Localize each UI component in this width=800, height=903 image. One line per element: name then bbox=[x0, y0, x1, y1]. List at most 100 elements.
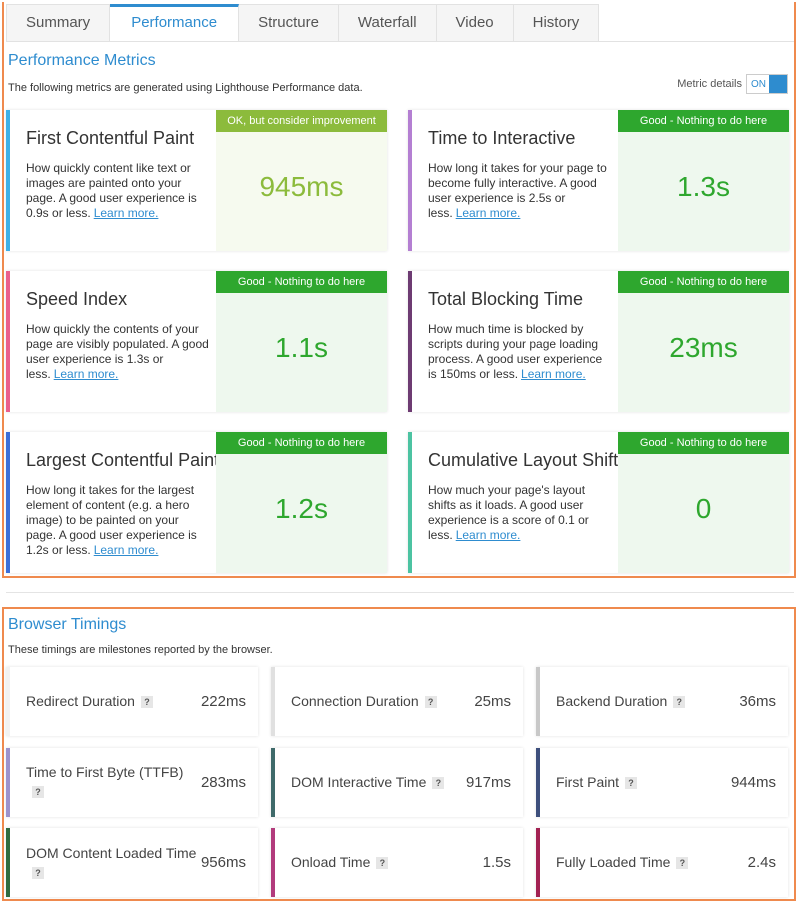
metric-description: How quickly the contents of your page ar… bbox=[26, 322, 210, 382]
help-icon[interactable]: ? bbox=[625, 776, 638, 789]
help-icon[interactable]: ? bbox=[673, 696, 686, 709]
metric-card: Cumulative Layout Shift How much your pag… bbox=[408, 432, 789, 573]
metric-card: Time to Interactive How long it takes for… bbox=[408, 110, 789, 251]
timing-name: First Paint? bbox=[556, 773, 731, 792]
metric-card: Largest Contentful Paint How long it take… bbox=[6, 432, 387, 573]
timing-value: 25ms bbox=[474, 693, 511, 710]
help-icon[interactable]: ? bbox=[140, 696, 153, 709]
tab[interactable]: Video bbox=[436, 4, 514, 42]
help-icon[interactable]: ? bbox=[432, 776, 445, 789]
learn-more-link[interactable]: Learn more. bbox=[53, 367, 119, 381]
switch[interactable]: ON bbox=[746, 74, 788, 94]
switch-knob bbox=[769, 75, 787, 93]
timing-card: Onload Time? 1.5s bbox=[271, 828, 523, 897]
timing-card: Connection Duration? 25ms bbox=[271, 667, 523, 736]
metric-status: Good - Nothing to do here bbox=[618, 110, 789, 132]
timing-label: Backend Duration bbox=[556, 693, 668, 709]
metric-grade: Good - Nothing to do here 1.1s bbox=[216, 271, 387, 412]
tab-line bbox=[6, 41, 794, 42]
metric-info: Cumulative Layout Shift How much your pag… bbox=[412, 432, 618, 573]
description-text: How much your page's layout shifts as it… bbox=[428, 483, 589, 542]
metric-name: Largest Contentful Paint bbox=[26, 450, 220, 470]
timing-name: DOM Interactive Time? bbox=[291, 773, 466, 792]
metric-name: Time to Interactive bbox=[428, 128, 576, 148]
section-title: Browser Timings bbox=[8, 616, 127, 633]
metric-value: 945ms bbox=[259, 170, 344, 202]
metric-name: Cumulative Layout Shift bbox=[428, 450, 619, 470]
timing-value: 36ms bbox=[739, 693, 776, 710]
metric-grade: OK, but consider improvement 945ms bbox=[216, 110, 387, 251]
metric-status: Good - Nothing to do here bbox=[216, 432, 387, 454]
timing-value: 222ms bbox=[200, 693, 246, 710]
metric-status: Good - Nothing to do here bbox=[618, 271, 789, 293]
timing-value: 283ms bbox=[200, 773, 246, 791]
learn-more-link[interactable]: Learn more. bbox=[93, 206, 159, 220]
timing-card: Fully Loaded Time? 2.4s bbox=[536, 828, 788, 897]
timing-card: First Paint? 944ms bbox=[536, 747, 788, 817]
switch-state: ON bbox=[751, 78, 766, 90]
metric-status: OK, but consider improvement bbox=[216, 110, 387, 132]
tab[interactable]: Waterfall bbox=[338, 4, 437, 42]
section-title: Performance Metrics bbox=[8, 52, 156, 69]
metric-card: Total Blocking Time How much time is bloc… bbox=[408, 271, 789, 412]
section-description: These timings are milestones reported by… bbox=[8, 644, 273, 656]
metric-description: How quickly content like text or images … bbox=[26, 161, 210, 221]
help-icon[interactable]: ? bbox=[32, 866, 44, 879]
timings-section: Browser Timings These timings are milest… bbox=[2, 607, 796, 901]
timing-label: Time to First Byte (TTFB) bbox=[26, 764, 184, 780]
metric-value: 1.3s bbox=[677, 170, 730, 202]
timing-value: 944ms bbox=[730, 773, 776, 791]
metric-info: Largest Contentful Paint How long it take… bbox=[10, 432, 220, 573]
description-text: How quickly the contents of your page ar… bbox=[26, 322, 209, 381]
timing-name: Time to First Byte (TTFB)? bbox=[26, 763, 201, 801]
help-icon[interactable]: ? bbox=[32, 786, 44, 799]
metric-card: First Contentful Paint How quickly conten… bbox=[6, 110, 387, 251]
metric-status: Good - Nothing to do here bbox=[618, 432, 789, 454]
timing-name: Backend Duration? bbox=[556, 692, 739, 711]
metric-value: 1.2s bbox=[275, 492, 328, 524]
metric-info: Total Blocking Time How much time is bloc… bbox=[412, 271, 618, 412]
timing-value: 956ms bbox=[200, 854, 246, 871]
learn-more-link[interactable]: Learn more. bbox=[93, 543, 159, 557]
metric-name: First Contentful Paint bbox=[26, 128, 195, 148]
metric-grade: Good - Nothing to do here 1.3s bbox=[618, 110, 789, 251]
timing-label: Connection Duration bbox=[291, 693, 419, 709]
description-text: How long it takes for the largest elemen… bbox=[26, 483, 197, 557]
tab[interactable]: Summary bbox=[6, 4, 111, 42]
timing-name: Fully Loaded Time? bbox=[556, 853, 748, 872]
learn-more-link[interactable]: Learn more. bbox=[521, 367, 586, 381]
timing-label: First Paint bbox=[556, 773, 620, 790]
timing-name: Onload Time? bbox=[291, 853, 483, 872]
tab[interactable]: Structure bbox=[239, 4, 339, 42]
tab-bar: Summary Performance Structure Waterfall … bbox=[6, 4, 600, 42]
description-text: How long it takes for your page to becom… bbox=[428, 161, 607, 220]
toggle-label: Metric details bbox=[677, 78, 742, 90]
metric-info: Time to Interactive How long it takes for… bbox=[412, 110, 618, 251]
timing-card: Backend Duration? 36ms bbox=[536, 667, 788, 736]
help-icon[interactable]: ? bbox=[676, 857, 689, 870]
performance-section: Performance Metrics The following metric… bbox=[2, 2, 796, 578]
timing-name: Connection Duration? bbox=[291, 692, 474, 711]
help-icon[interactable]: ? bbox=[376, 857, 389, 870]
metric-grade: Good - Nothing to do here 0 bbox=[618, 432, 789, 573]
timing-value: 2.4s bbox=[747, 854, 776, 871]
help-icon[interactable]: ? bbox=[424, 696, 437, 709]
metric-description: How much time is blocked by scripts duri… bbox=[428, 322, 612, 382]
timing-name: DOM Content Loaded Time? bbox=[26, 844, 201, 882]
timing-card: Redirect Duration? 222ms bbox=[6, 667, 258, 736]
learn-more-link[interactable]: Learn more. bbox=[455, 206, 521, 220]
learn-more-link[interactable]: Learn more. bbox=[455, 528, 521, 542]
tab[interactable]: History bbox=[513, 4, 600, 42]
metric-grade: Good - Nothing to do here 23ms bbox=[618, 271, 789, 412]
divider bbox=[6, 592, 794, 593]
timing-value: 1.5s bbox=[482, 854, 511, 871]
timing-card: DOM Interactive Time? 917ms bbox=[271, 747, 523, 817]
metric-description: How long it takes for the largest elemen… bbox=[26, 483, 210, 558]
metric-info: Speed Index How quickly the contents of y… bbox=[10, 271, 216, 412]
metric-status: Good - Nothing to do here bbox=[216, 271, 387, 293]
metric-value: 0 bbox=[695, 492, 712, 524]
metric-toggle[interactable]: Metric details ON bbox=[677, 74, 788, 94]
metric-name: Speed Index bbox=[26, 289, 128, 309]
metric-value: 1.1s bbox=[275, 331, 328, 363]
